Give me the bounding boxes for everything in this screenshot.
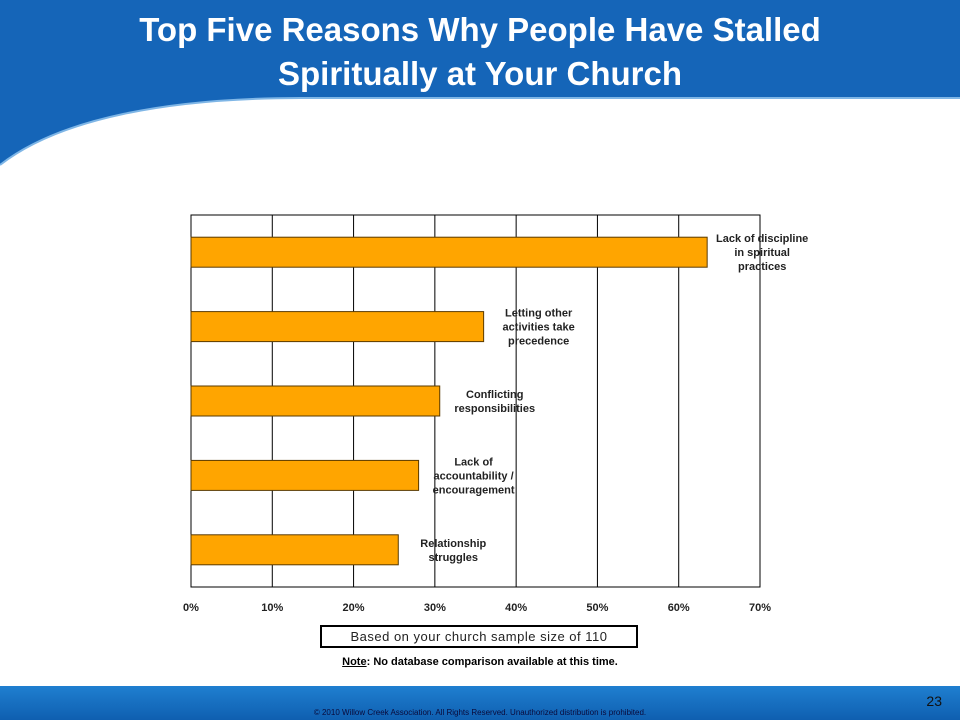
note-label: Note [342,656,367,668]
bar [190,236,708,268]
bar-label: Letting other activities take precedence [503,308,575,348]
x-tick-label: 10% [261,602,283,614]
x-tick-label: 60% [668,602,690,614]
bar-label: Conflicting responsibilities [454,389,535,415]
note-text: : No database comparison available at th… [366,656,618,668]
footer-bar: © 2010 Willow Creek Association. All Rig… [0,686,960,720]
x-tick-label: 20% [343,602,365,614]
bar [190,459,420,491]
bar [190,385,441,417]
slide-title: Top Five Reasons Why People Have Stalled… [60,8,900,96]
bar [190,534,399,566]
bar-label: Lack of accountability / encouragement [433,456,515,496]
copyright-text: © 2010 Willow Creek Association. All Rig… [313,708,647,717]
x-tick-label: 30% [424,602,446,614]
header-banner [0,0,960,166]
x-tick-label: 40% [505,602,527,614]
x-tick-label: 0% [183,602,199,614]
slide-title-line-2: Spiritually at Your Church [277,55,682,92]
bar [190,311,485,343]
sample-size-box: Based on your church sample size of 110 [320,625,638,648]
slide-title-line-1: Top Five Reasons Why People Have Stalled [139,11,821,48]
note: Note: No database comparison available a… [300,656,660,668]
bar-label: Lack of discipline in spiritual practices [716,233,808,273]
page-number: 23 [926,693,942,709]
x-tick-label: 70% [749,602,771,614]
x-tick-label: 50% [586,602,608,614]
bar-label: Relationship struggles [420,538,486,564]
